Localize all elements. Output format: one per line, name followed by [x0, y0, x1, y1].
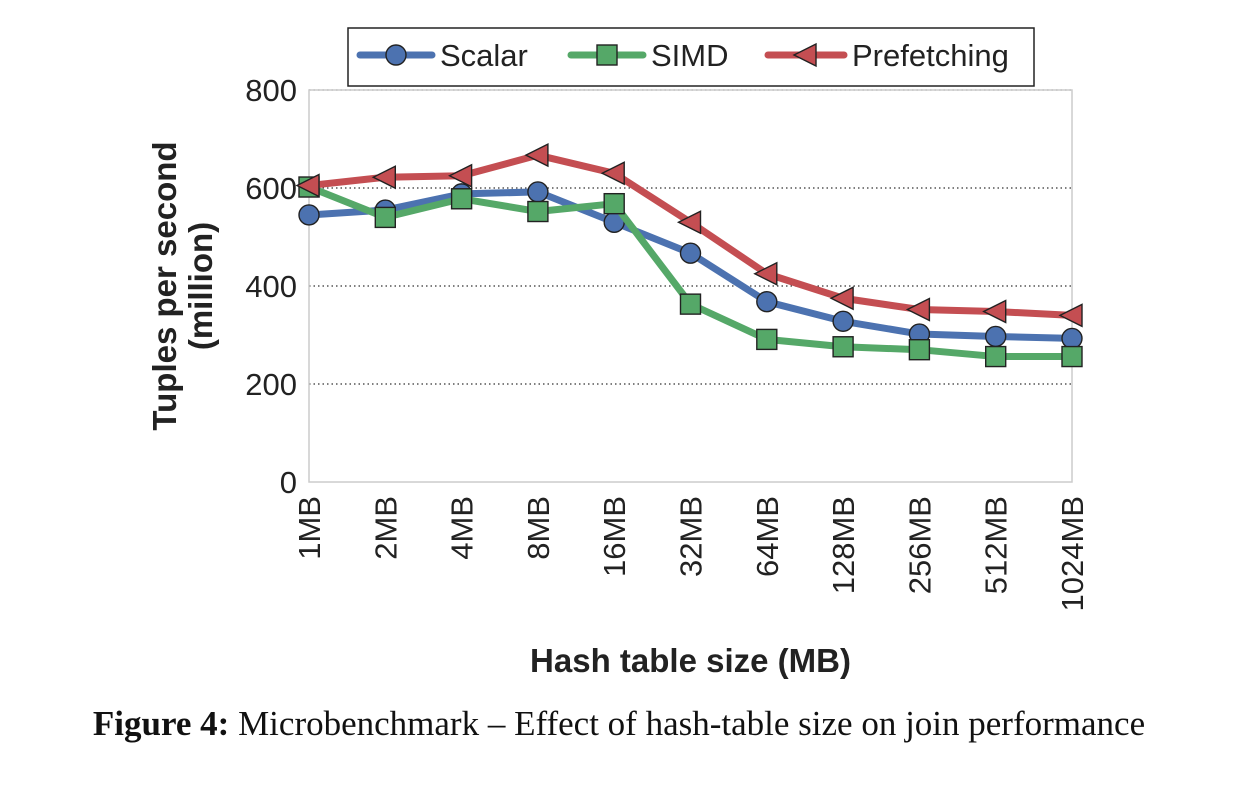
legend-box	[347, 27, 1035, 87]
series-simd	[298, 176, 1083, 368]
data-point-simd	[527, 200, 549, 223]
caption-text: Microbenchmark – Effect of hash-table si…	[238, 704, 1146, 743]
data-point-simd	[756, 328, 778, 351]
x-tick-label: 64MB	[750, 496, 785, 577]
legend-marker-scalar	[385, 44, 407, 66]
series-line-simd	[305, 183, 1076, 361]
x-tick-label: 1MB	[292, 496, 327, 560]
data-point-prefetching	[371, 165, 396, 190]
x-tick-label: 1024MB	[1055, 496, 1090, 611]
data-point-prefetching	[600, 161, 625, 186]
series	[295, 143, 1083, 368]
x-tick-label: 4MB	[445, 496, 480, 560]
legend-label-simd: SIMD	[651, 38, 729, 73]
data-point-simd	[603, 192, 625, 215]
x-tick-label: 16MB	[597, 496, 632, 577]
x-tick-label: 32MB	[674, 496, 709, 577]
data-point-prefetching	[753, 261, 778, 286]
data-point-scalar	[1061, 327, 1083, 350]
y-tick-label: 800	[245, 73, 297, 108]
data-point-prefetching	[1058, 303, 1083, 328]
data-point-prefetching	[524, 143, 549, 168]
figure-caption: Figure 4: Microbenchmark – Effect of has…	[0, 704, 1238, 744]
data-point-simd	[832, 336, 854, 358]
x-tick-label: 256MB	[902, 496, 937, 594]
data-point-simd	[679, 293, 702, 315]
data-point-scalar	[832, 310, 854, 332]
data-point-scalar	[527, 181, 549, 203]
data-point-scalar	[298, 204, 320, 226]
data-point-prefetching	[295, 173, 320, 198]
y-tick-label: 200	[245, 367, 297, 402]
y-axis-title-line: Tuples per second	[146, 141, 183, 430]
grid	[309, 89, 1072, 385]
plot-area	[308, 89, 1073, 483]
legend-marker-prefetching	[792, 42, 817, 68]
data-point-prefetching	[829, 286, 854, 311]
series-line-prefetching	[305, 151, 1076, 319]
x-tick-label: 8MB	[521, 496, 556, 560]
series-line-scalar	[305, 188, 1076, 342]
y-axis-ticks: 0 200 400 600 800	[245, 73, 297, 500]
data-point-prefetching	[982, 299, 1007, 324]
data-point-scalar	[985, 325, 1007, 348]
data-point-prefetching	[448, 163, 473, 188]
data-point-simd	[450, 188, 473, 210]
x-axis-title: Hash table size (MB)	[530, 642, 851, 679]
x-tick-label: 128MB	[826, 496, 861, 594]
x-axis-ticks: 1MB 2MB 4MB 8MB 16MB 32MB 64MB 128MB 256MB 512MB 1…	[292, 496, 1090, 611]
series-prefetching	[295, 143, 1083, 328]
chart: 0 200 400 600 800 1MB 2MB 4MB 8MB 16MB 32MB 64MB 12…	[146, 27, 1090, 679]
y-tick-label: 0	[280, 465, 297, 500]
data-point-scalar	[756, 290, 778, 313]
data-point-prefetching	[905, 297, 931, 322]
y-axis-title-line: (million)	[182, 222, 219, 350]
data-point-simd	[374, 206, 396, 229]
legend-label-scalar: Scalar	[440, 38, 528, 73]
legend-label-prefetching: Prefetching	[852, 38, 1009, 73]
x-tick-label: 512MB	[979, 496, 1014, 594]
legend-marker-simd	[596, 44, 618, 66]
data-point-scalar	[679, 242, 702, 264]
y-tick-label: 400	[245, 269, 297, 304]
data-point-prefetching	[676, 210, 702, 235]
caption-label: Figure 4:	[92, 704, 230, 743]
x-tick-label: 2MB	[368, 496, 403, 560]
data-point-simd	[985, 345, 1007, 368]
y-axis-title: Tuples per second(million)	[146, 141, 219, 430]
legend: Scalar SIMD Prefetching	[347, 27, 1035, 87]
data-point-simd	[1061, 345, 1083, 368]
data-point-simd	[908, 339, 931, 361]
y-tick-label: 600	[245, 171, 297, 206]
